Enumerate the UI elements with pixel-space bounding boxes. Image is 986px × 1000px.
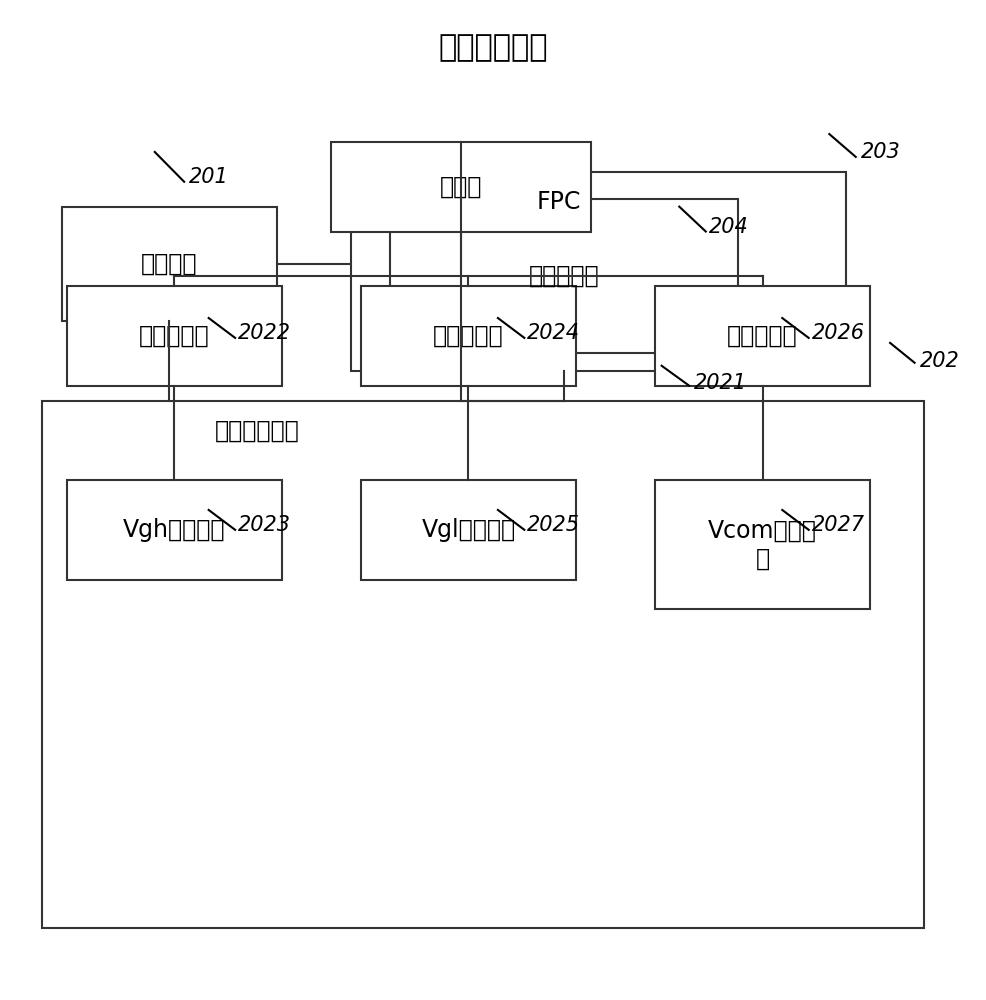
Text: 2025: 2025 — [528, 515, 581, 535]
Text: FPC: FPC — [537, 190, 582, 214]
Text: 第三寄存器: 第三寄存器 — [728, 324, 798, 348]
Text: 204: 204 — [709, 217, 748, 237]
Text: 2027: 2027 — [811, 515, 865, 535]
Text: 液晶显示模组: 液晶显示模组 — [438, 33, 548, 62]
Bar — [390, 199, 739, 353]
Text: 比较器: 比较器 — [440, 175, 482, 199]
Text: 液晶驱动电路: 液晶驱动电路 — [215, 418, 300, 442]
Bar — [361, 286, 577, 386]
Bar — [331, 142, 591, 232]
Text: 温度传感器: 温度传感器 — [528, 264, 599, 288]
Text: 2021: 2021 — [694, 373, 747, 393]
Text: 2024: 2024 — [528, 323, 581, 343]
Bar — [42, 401, 925, 928]
Text: 202: 202 — [920, 351, 959, 371]
Text: 2022: 2022 — [238, 323, 291, 343]
Text: 201: 201 — [189, 167, 229, 187]
Text: 2026: 2026 — [811, 323, 865, 343]
Bar — [66, 286, 282, 386]
Bar — [351, 172, 846, 371]
Text: Vgl输出电路: Vgl输出电路 — [421, 518, 516, 542]
Bar — [655, 480, 871, 609]
Text: Vcom输出电
路: Vcom输出电 路 — [708, 519, 817, 571]
Text: 第二寄存器: 第二寄存器 — [433, 324, 504, 348]
Text: 液晶面板: 液晶面板 — [141, 252, 198, 276]
Text: 第一寄存器: 第一寄存器 — [139, 324, 210, 348]
Bar — [655, 286, 871, 386]
Bar — [61, 207, 277, 321]
Text: 203: 203 — [861, 142, 900, 162]
Text: 2023: 2023 — [238, 515, 291, 535]
Text: Vgh输出电路: Vgh输出电路 — [123, 518, 226, 542]
Bar — [361, 480, 577, 580]
Bar — [66, 480, 282, 580]
